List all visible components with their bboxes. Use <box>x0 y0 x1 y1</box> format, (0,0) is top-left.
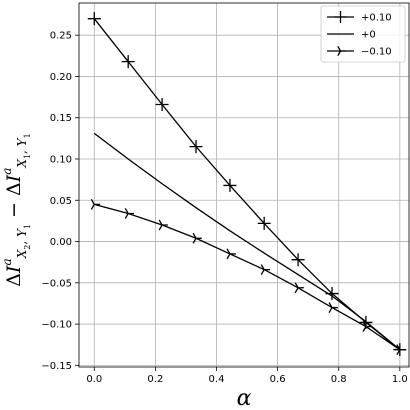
data-point <box>90 199 101 210</box>
y-tick-label: 0.20 <box>50 72 72 83</box>
data-point <box>362 321 372 332</box>
data-point <box>291 253 305 267</box>
axes <box>78 2 410 368</box>
data-point <box>226 248 236 260</box>
series-line <box>94 203 401 351</box>
data-point <box>396 344 406 356</box>
series-line <box>93 18 401 351</box>
legend-label: −0.10 <box>361 47 392 58</box>
data-point <box>223 178 237 192</box>
data-point <box>328 302 338 313</box>
legend-label: +0 <box>361 30 376 41</box>
y-tick-label: 0.25 <box>50 31 72 42</box>
legend-marker <box>334 11 347 23</box>
legend-box <box>320 5 406 63</box>
y-tick-label: −0.10 <box>41 320 72 331</box>
legend: +0.10 +0 −0.10 <box>320 5 406 63</box>
x-tick-label: 0.6 <box>270 374 286 385</box>
ticks: 0.0 0.2 0.4 0.6 0.8 1.0 −0.15 −0.10 −0.05 0.00 0.0… <box>41 31 407 385</box>
y-axis-label: ΔIaX2, Y1 − ΔIaX1, Y1 <box>0 133 32 286</box>
data-point <box>294 282 304 294</box>
y-tick-label: 0.05 <box>50 196 72 207</box>
data-point <box>124 208 135 219</box>
data-point <box>87 12 101 26</box>
y-tick-label: −0.15 <box>41 361 72 372</box>
y-tick-label: 0.10 <box>50 155 72 166</box>
x-tick-label: 0.4 <box>209 374 225 385</box>
x-tick-label: 1.0 <box>392 374 408 385</box>
x-axis-label: α <box>237 386 252 410</box>
y-tick-label: −0.05 <box>41 278 72 289</box>
data-point <box>260 264 271 275</box>
x-tick-label: 0.2 <box>147 374 163 385</box>
x-tick-label: 0.8 <box>331 374 347 385</box>
series-line <box>93 132 401 351</box>
data-point <box>155 98 169 112</box>
legend-marker <box>337 45 346 57</box>
legend-label: +0.10 <box>361 13 392 24</box>
series-layer <box>87 12 407 357</box>
series-1 <box>93 132 401 351</box>
data-point <box>158 219 168 231</box>
data-point <box>189 140 203 154</box>
data-point <box>121 55 135 69</box>
series-2 <box>90 199 406 356</box>
data-point <box>192 232 202 244</box>
plot-frame <box>78 2 410 368</box>
series-0 <box>87 12 407 357</box>
y-tick-label: 0.00 <box>50 237 72 248</box>
x-tick-label: 0.0 <box>86 374 102 385</box>
grid-lines <box>79 3 409 367</box>
y-axis-label-text: ΔIaX2, Y1 − ΔIaX1, Y1 <box>0 133 32 286</box>
data-point <box>257 216 271 230</box>
y-tick-label: 0.15 <box>50 113 72 124</box>
